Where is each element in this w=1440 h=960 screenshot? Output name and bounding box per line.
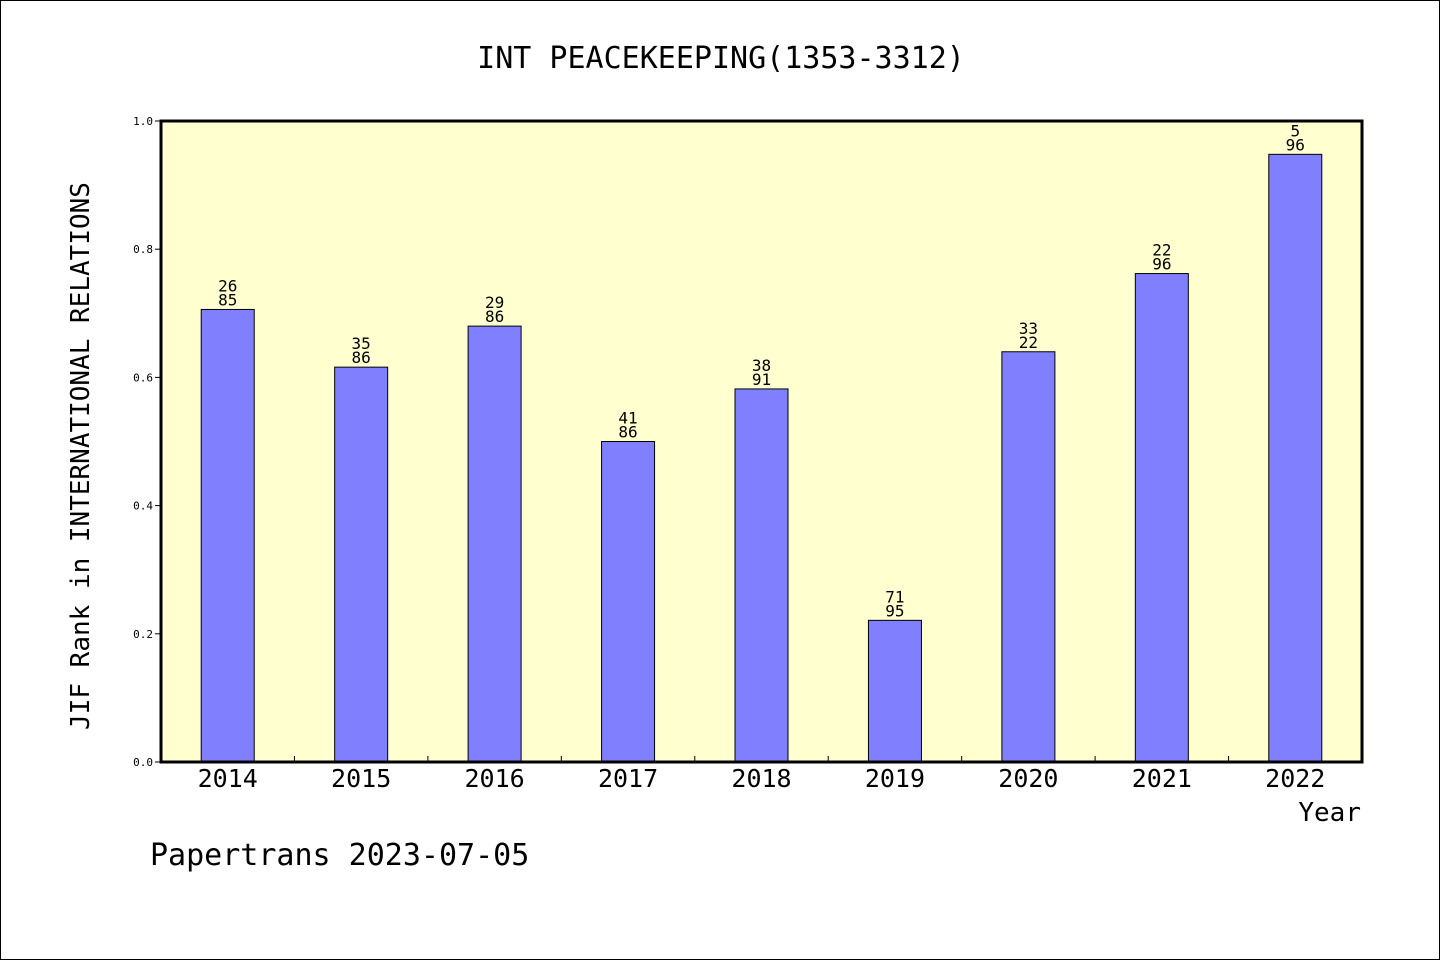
bar-2020: [1001, 351, 1056, 763]
bars: [200, 153, 1323, 763]
bar-2014: [200, 308, 255, 763]
x-tick-label: 2020: [998, 764, 1058, 793]
y-tick-label: 0.4: [133, 500, 153, 513]
bar-label-rank: 38: [752, 356, 771, 375]
y-tick-label: 1.0: [133, 115, 153, 128]
bar-label-total: 85: [218, 290, 237, 309]
x-axis-tick-labels: 2014 2015 2016 2017 2018 2019 2020 2021 2022: [198, 764, 1326, 793]
x-tick-label: 2018: [731, 764, 791, 793]
x-tick-label: 2017: [598, 764, 658, 793]
bar-2019: [867, 619, 922, 763]
y-axis-ticks: 0.0 0.2 0.4 0.6 0.8 1.0: [133, 115, 161, 769]
bar-label-rank: 71: [885, 587, 904, 606]
bar-2017: [601, 441, 656, 763]
bar-label-rank: 29: [485, 293, 504, 312]
bar-label-total: 96: [1286, 135, 1305, 154]
bar-label-rank: 26: [218, 276, 237, 295]
x-tick-label: 2021: [1132, 764, 1192, 793]
bar-label-rank: 5: [1290, 121, 1300, 140]
bar-2018: [734, 388, 789, 763]
bar-label-total: 86: [485, 307, 504, 326]
x-tick-label: 2022: [1265, 764, 1325, 793]
y-tick-label: 0.8: [133, 243, 153, 256]
bar-label-total: 22: [1019, 333, 1038, 352]
bar-label-rank: 35: [352, 334, 371, 353]
y-axis-label: JIF Rank in INTERNATIONAL RELATIONS: [66, 182, 96, 730]
plot-frame: [159, 119, 1364, 764]
bar-label-rank: 41: [618, 409, 637, 428]
bar-label-total: 96: [1152, 255, 1171, 274]
footer-note: Papertrans 2023-07-05: [150, 838, 529, 873]
bar-label-total: 91: [752, 370, 771, 389]
bar-2016: [467, 325, 522, 763]
x-tick-label: 2015: [331, 764, 391, 793]
bar-label-total: 86: [618, 423, 637, 442]
y-tick-label: 0.6: [133, 371, 153, 384]
bar-label-rank: 22: [1152, 241, 1171, 260]
bar-2021: [1134, 273, 1189, 763]
bar-label-rank: 33: [1019, 319, 1038, 338]
x-tick-label: 2016: [465, 764, 525, 793]
x-tick-label: 2014: [198, 764, 258, 793]
x-tick-label: 2019: [865, 764, 925, 793]
bar-2022: [1268, 153, 1323, 763]
bar-label-total: 86: [352, 348, 371, 367]
chart-title: INT PEACEKEEPING(1353-3312): [477, 41, 965, 76]
y-tick-label: 0.2: [133, 628, 153, 641]
bar-2015: [334, 366, 389, 763]
y-tick-label: 0.0: [133, 756, 153, 769]
bar-label-total: 95: [885, 601, 904, 620]
x-axis-label: Year: [1298, 798, 1361, 828]
